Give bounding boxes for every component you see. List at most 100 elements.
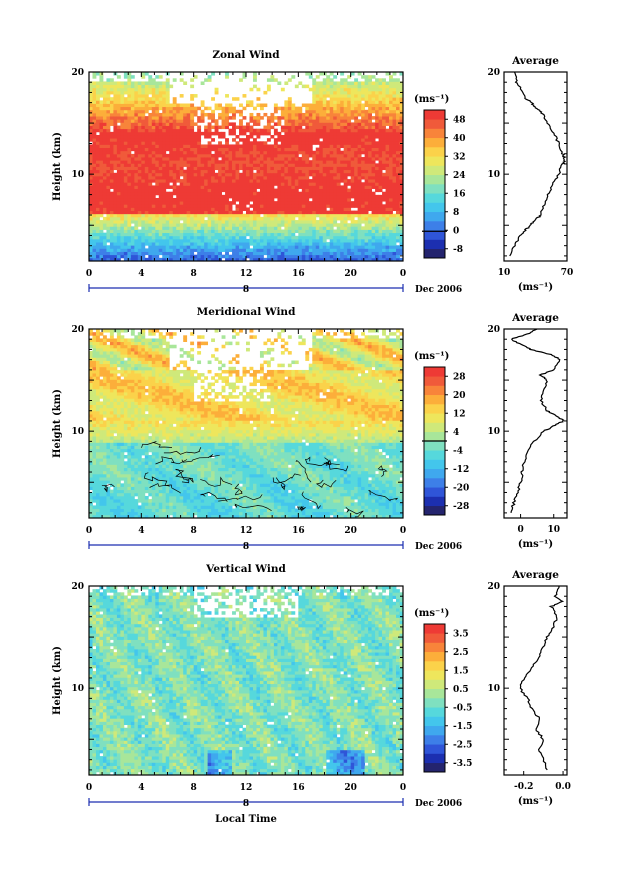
heatmap-cell — [389, 100, 393, 104]
heatmap-cell — [183, 163, 188, 167]
heatmap-cell — [319, 198, 324, 202]
heatmap-cell — [252, 78, 257, 82]
heatmap-cell — [329, 144, 334, 148]
heatmap-cell — [382, 232, 386, 237]
heatmap-cell — [137, 251, 142, 256]
heatmap-cell — [301, 166, 306, 171]
average-frame — [503, 71, 568, 262]
heatmap-cell — [308, 150, 313, 155]
heatmap-cell — [106, 122, 111, 126]
heatmap-cell — [319, 90, 324, 95]
heatmap-cell — [179, 251, 184, 256]
heatmap-cell — [382, 100, 386, 104]
heatmap-cell — [148, 242, 153, 246]
heatmap-cell — [123, 175, 128, 180]
heatmap-cell — [277, 188, 282, 193]
heatmap-cell — [291, 188, 296, 193]
heatmap-cell — [225, 204, 229, 208]
heatmap-cell — [287, 248, 292, 252]
heatmap-cell — [340, 97, 345, 101]
heatmap-cell — [92, 223, 97, 227]
heatmap-cell — [396, 248, 400, 252]
heatmap-cell — [89, 366, 93, 371]
heatmap-cell — [308, 182, 313, 186]
heatmap-cell — [385, 251, 390, 256]
heatmap-cell — [218, 179, 222, 183]
heatmap-cell — [378, 141, 383, 145]
heatmap-cell — [347, 97, 352, 101]
heatmap-cell — [235, 242, 240, 246]
heatmap-cell — [162, 229, 167, 234]
heatmap-cell — [221, 248, 226, 252]
heatmap-cell — [263, 179, 268, 183]
heatmap-cell — [89, 216, 93, 221]
heatmap-cell — [256, 216, 261, 221]
heatmap-cell — [385, 238, 390, 243]
heatmap-cell — [308, 213, 313, 218]
heatmap-cell — [95, 97, 100, 101]
heatmap-cell — [340, 100, 345, 104]
heatmap-cell — [378, 87, 383, 92]
heatmap-cell — [197, 242, 202, 246]
heatmap-cell — [92, 119, 97, 123]
heatmap-cell — [298, 220, 303, 224]
heatmap-cell — [106, 201, 111, 205]
heatmap-cell — [204, 179, 209, 183]
heatmap-cell — [113, 144, 118, 148]
heatmap-cell — [144, 106, 149, 111]
heatmap-cell — [176, 160, 181, 164]
heatmap-cell — [308, 229, 313, 234]
heatmap-cell — [312, 163, 317, 167]
heatmap-cell — [172, 78, 177, 82]
heatmap-cell — [151, 220, 156, 224]
heatmap-cell — [375, 135, 379, 139]
heatmap-cell — [266, 163, 271, 167]
heatmap-cell — [347, 87, 352, 92]
heatmap-cell — [197, 207, 202, 211]
heatmap-cell — [183, 175, 188, 180]
heatmap-cell — [162, 257, 167, 262]
heatmap-cell — [350, 194, 355, 199]
heatmap-cell — [375, 122, 379, 126]
heatmap-cell — [357, 251, 362, 256]
heatmap-cell — [197, 229, 202, 234]
heatmap-cell — [141, 245, 146, 249]
heatmap-cell — [99, 373, 104, 377]
heatmap-cell — [259, 238, 264, 243]
heatmap-cell — [130, 194, 135, 199]
heatmap-cell — [207, 254, 212, 259]
heatmap-cell — [169, 238, 174, 243]
heatmap-cell — [225, 235, 229, 240]
heatmap-cell — [134, 185, 139, 189]
heatmap-cell — [99, 445, 104, 450]
heatmap-cell — [333, 245, 338, 249]
heatmap-cell — [95, 347, 100, 352]
heatmap-cell — [176, 157, 181, 161]
heatmap-cell — [116, 226, 121, 230]
heatmap-cell — [336, 188, 341, 193]
heatmap-cell — [364, 188, 369, 193]
heatmap-cell — [228, 223, 233, 227]
heatmap-cell — [169, 157, 174, 161]
heatmap-cell — [273, 116, 278, 120]
heatmap-cell — [197, 198, 202, 202]
heatmap-cell — [109, 116, 114, 120]
heatmap-cell — [123, 242, 128, 246]
heatmap-cell — [193, 232, 198, 237]
heatmap-cell — [155, 131, 160, 136]
colorbar-segment — [424, 174, 445, 185]
heatmap-cell — [329, 150, 334, 155]
heatmap-cell — [218, 182, 222, 186]
heatmap-cell — [95, 432, 100, 437]
heatmap-cell — [308, 223, 313, 227]
heatmap-cell — [144, 103, 149, 108]
heatmap-cell — [399, 81, 404, 85]
heatmap-cell — [148, 248, 153, 252]
heatmap-cell — [113, 135, 118, 139]
heatmap-cell — [232, 185, 236, 189]
heatmap-cell — [197, 232, 202, 237]
heatmap-cell — [319, 204, 324, 208]
heatmap-cell — [99, 153, 104, 158]
heatmap-cell — [270, 235, 275, 240]
heatmap-cell — [207, 257, 212, 262]
